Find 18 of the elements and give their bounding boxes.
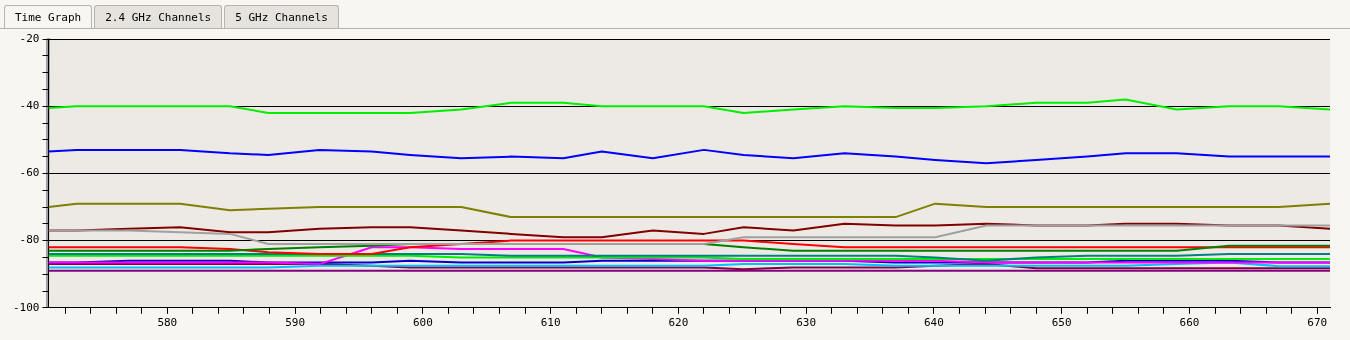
y-tick-label: -20 [19,31,40,45]
y-tick-label: -60 [19,166,40,180]
tab: Time Graph [4,5,93,28]
tab: 5 GHz Channels [224,5,339,28]
x-tick-label: 620 [668,316,689,330]
x-tick-label: 640 [923,316,944,330]
x-tick-label: 670 [1307,316,1328,330]
x-tick-label: 600 [412,316,433,330]
x-tick-label: 660 [1179,316,1200,330]
x-tick-label: 590 [285,316,306,330]
x-tick-label: 580 [157,316,178,330]
x-tick-label: 630 [796,316,817,330]
tab: 2.4 GHz Channels [94,5,223,28]
x-tick-label: 650 [1051,316,1072,330]
y-tick-label: -100 [12,300,40,314]
y-tick-label: -80 [19,233,40,247]
x-tick-label: 610 [540,316,561,330]
y-tick-label: -40 [19,99,40,113]
